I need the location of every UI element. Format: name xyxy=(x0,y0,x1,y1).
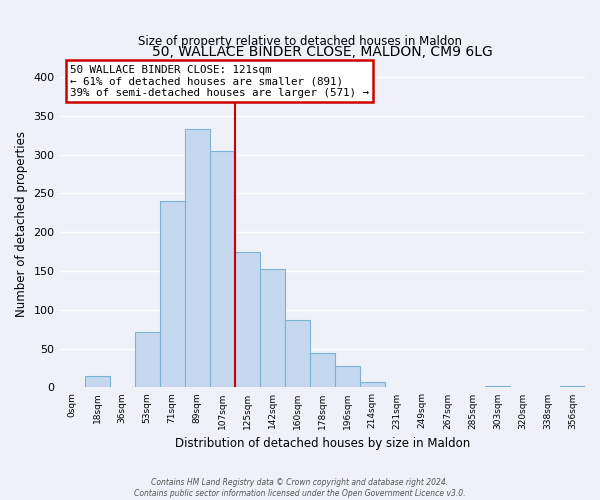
Bar xyxy=(260,268,285,388)
Title: 50, WALLACE BINDER CLOSE, MALDON, CM9 6LG: 50, WALLACE BINDER CLOSE, MALDON, CM9 6L… xyxy=(152,45,493,59)
Bar xyxy=(209,151,235,388)
Bar xyxy=(335,366,360,388)
Bar xyxy=(485,386,510,388)
Bar xyxy=(134,332,160,388)
Text: 50 WALLACE BINDER CLOSE: 121sqm
← 61% of detached houses are smaller (891)
39% o: 50 WALLACE BINDER CLOSE: 121sqm ← 61% of… xyxy=(70,65,369,98)
Bar xyxy=(235,252,260,388)
Bar xyxy=(160,201,185,388)
X-axis label: Distribution of detached houses by size in Maldon: Distribution of detached houses by size … xyxy=(175,437,470,450)
Bar xyxy=(310,354,335,388)
Text: Contains HM Land Registry data © Crown copyright and database right 2024.
Contai: Contains HM Land Registry data © Crown c… xyxy=(134,478,466,498)
Bar xyxy=(360,382,385,388)
Y-axis label: Number of detached properties: Number of detached properties xyxy=(15,132,28,318)
Text: Size of property relative to detached houses in Maldon: Size of property relative to detached ho… xyxy=(138,34,462,48)
Bar xyxy=(285,320,310,388)
Bar xyxy=(85,376,110,388)
Bar xyxy=(560,386,585,388)
Bar xyxy=(185,129,209,388)
